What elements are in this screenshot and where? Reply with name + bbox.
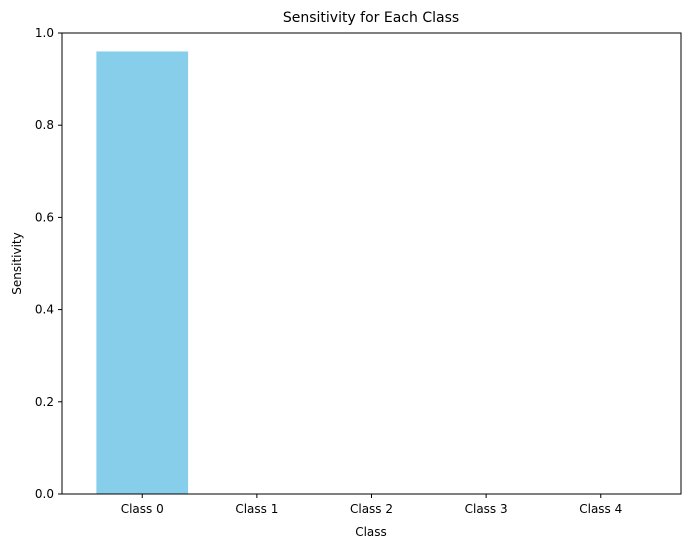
x-ticks: Class 0 Class 1 Class 2 Class 3 Class 4 <box>121 494 622 516</box>
y-axis-label: Sensitivity <box>10 232 24 294</box>
x-tick-label: Class 2 <box>350 502 393 516</box>
x-axis-label: Class <box>355 525 387 539</box>
y-tick-label: 0.6 <box>35 210 54 224</box>
x-tick-label: Class 4 <box>579 502 622 516</box>
y-tick-label: 0.0 <box>35 487 54 501</box>
x-tick-label: Class 1 <box>235 502 278 516</box>
x-tick-label: Class 3 <box>465 502 508 516</box>
bar-class-0 <box>96 51 189 494</box>
x-tick-label: Class 0 <box>121 502 164 516</box>
bars-layer <box>96 51 189 494</box>
y-tick-label: 0.8 <box>35 118 54 132</box>
y-tick-label: 0.4 <box>35 303 54 317</box>
y-tick-label: 0.2 <box>35 395 54 409</box>
y-ticks: 0.0 0.2 0.4 0.6 0.8 1.0 <box>35 26 62 501</box>
chart-title: Sensitivity for Each Class <box>283 10 459 26</box>
y-tick-label: 1.0 <box>35 26 54 40</box>
